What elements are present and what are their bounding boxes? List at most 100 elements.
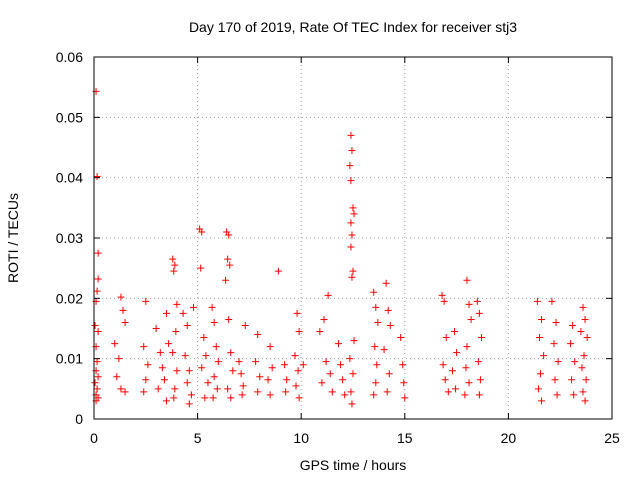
data-point — [291, 352, 299, 360]
data-point — [241, 321, 249, 329]
data-point — [214, 358, 222, 366]
data-point — [202, 352, 210, 360]
data-point — [299, 361, 307, 369]
data-point — [383, 388, 391, 396]
data-point — [538, 315, 546, 323]
data-point — [384, 306, 392, 314]
data-point — [197, 264, 205, 272]
data-point — [169, 349, 177, 357]
y-tick-label: 0 — [75, 411, 83, 427]
data-point — [397, 334, 405, 342]
data-point — [534, 385, 542, 393]
data-point — [144, 361, 152, 369]
data-point — [348, 231, 356, 239]
data-point — [474, 358, 482, 366]
data-point — [183, 379, 191, 387]
data-point — [553, 391, 561, 399]
label-layer: 0 5 10 15 20 25 0 0.01 0.02 0.03 0.04 0.05 0.06 — [56, 49, 620, 446]
data-point — [475, 309, 483, 317]
data-point — [252, 358, 260, 366]
data-point — [179, 309, 187, 317]
data-point — [350, 337, 358, 345]
data-point — [581, 315, 589, 323]
data-point — [537, 370, 545, 378]
data-point — [187, 391, 195, 399]
data-point — [473, 297, 481, 305]
data-point — [117, 385, 125, 393]
x-tick-label: 10 — [293, 430, 309, 446]
data-point — [170, 394, 178, 402]
data-point — [212, 343, 220, 351]
data-point — [401, 394, 409, 402]
data-point — [225, 231, 233, 239]
data-point — [386, 321, 394, 329]
data-point — [326, 370, 334, 378]
data-point — [582, 376, 590, 384]
data-point — [210, 318, 218, 326]
data-point — [316, 328, 324, 336]
data-point — [235, 358, 243, 366]
data-point — [152, 325, 160, 332]
data-point — [295, 328, 303, 336]
data-point — [372, 303, 380, 311]
data-point — [172, 328, 180, 336]
data-point — [283, 376, 291, 384]
data-point — [350, 210, 358, 218]
data-point — [115, 355, 123, 363]
data-point — [140, 343, 148, 351]
data-point — [348, 147, 356, 155]
data-point — [380, 346, 388, 354]
data-point — [224, 255, 232, 263]
data-point — [439, 361, 447, 369]
data-point — [189, 303, 197, 311]
data-point — [237, 370, 245, 378]
data-point — [204, 379, 212, 387]
data-point — [467, 315, 475, 323]
data-point — [158, 364, 166, 372]
data-point — [442, 334, 450, 342]
data-point — [201, 394, 209, 402]
data-point — [347, 219, 355, 227]
data-point — [93, 358, 101, 366]
data-point — [370, 288, 378, 296]
data-point — [535, 334, 543, 342]
data-point — [121, 318, 129, 326]
data-point — [169, 255, 177, 263]
data-point — [382, 279, 390, 287]
data-point — [183, 321, 191, 329]
data-point — [339, 376, 347, 384]
data-point — [347, 177, 355, 185]
data-point — [440, 297, 448, 305]
data-point — [173, 367, 181, 375]
data-point — [444, 388, 452, 396]
data-point — [371, 343, 379, 351]
data-point — [583, 334, 591, 342]
data-point — [200, 334, 208, 342]
data-point — [156, 349, 164, 357]
data-point — [91, 379, 99, 387]
data-point — [349, 204, 357, 212]
data-point — [111, 340, 119, 348]
data-point — [266, 391, 274, 399]
data-point — [540, 352, 548, 360]
y-tick-label: 0.01 — [56, 351, 83, 367]
data-point — [154, 385, 162, 393]
data-point — [225, 315, 233, 323]
data-point — [210, 373, 218, 381]
data-point — [551, 376, 559, 384]
grid-layer — [94, 57, 612, 419]
data-point — [463, 276, 471, 284]
data-point — [170, 267, 178, 275]
data-point — [93, 385, 101, 393]
data-point — [438, 291, 446, 299]
data-point — [347, 131, 355, 139]
data-point — [385, 370, 393, 378]
data-point — [181, 352, 189, 360]
data-point — [226, 261, 234, 269]
data-point — [229, 367, 237, 375]
data-point — [346, 162, 354, 170]
data-point — [463, 343, 471, 351]
chart-title: Day 170 of 2019, Rate Of TEC Index for r… — [189, 19, 517, 35]
data-point — [554, 358, 562, 366]
data-point — [346, 355, 354, 363]
